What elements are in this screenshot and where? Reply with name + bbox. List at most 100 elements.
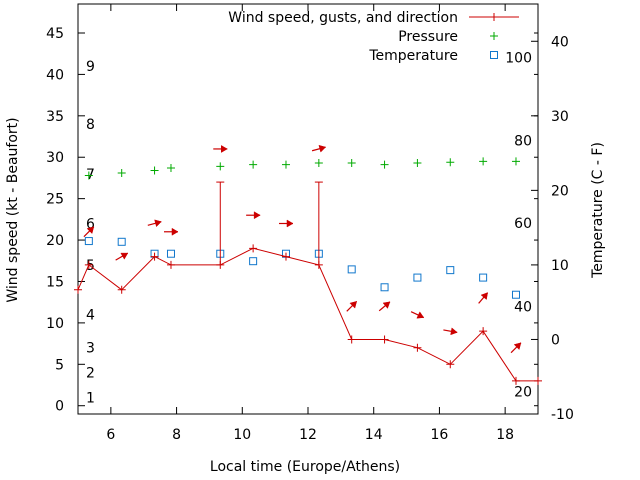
wind-speed-point (74, 285, 82, 294)
wind-speed-point (534, 376, 542, 385)
arrow-head (120, 252, 129, 260)
y-tick-label: 30 (46, 150, 64, 166)
wind-speed-point (117, 285, 126, 294)
wind-speed-point (413, 343, 422, 352)
pressure-point (314, 159, 323, 168)
beaufort-label: 8 (86, 117, 95, 133)
pressure-point (249, 160, 258, 169)
legend-label: Temperature (368, 48, 458, 64)
pressure-point (446, 158, 455, 167)
x-tick-label: 10 (233, 427, 251, 443)
arrow-head (382, 301, 391, 309)
y-tick-label: 10 (46, 316, 64, 332)
legend-swatch-square (490, 51, 498, 59)
pressure-point (380, 160, 389, 169)
arrow-head (513, 342, 522, 350)
y-axis-label: Wind speed (kt - Beaufort) (5, 117, 21, 302)
pressure-point (216, 162, 225, 171)
y-tick-label: 35 (46, 109, 64, 125)
arrow-head (349, 301, 358, 309)
arrow-head (253, 211, 261, 220)
pressure-point (84, 171, 93, 180)
wind-direction-arrow (213, 145, 228, 153)
wind-direction-arrow (510, 342, 522, 354)
temperature-point (249, 257, 258, 266)
wind-speed-point (150, 252, 159, 261)
wind-direction-arrow (443, 327, 458, 336)
legend-swatch-plus (490, 13, 498, 21)
fahrenheit-label: 40 (514, 300, 532, 316)
arrow-head (221, 145, 228, 153)
wind-speed-line (77, 247, 538, 382)
temperature-point (347, 265, 356, 274)
pressure-point (281, 160, 290, 169)
wind-speed-point (446, 360, 455, 369)
temperature-point (479, 273, 488, 282)
y2-axis-label: Temperature (C - F) (590, 142, 606, 279)
wind-direction-arrow (147, 219, 162, 228)
wind-speed-point (84, 260, 93, 269)
wind-direction-arrow (83, 226, 95, 238)
arrow-head (318, 144, 327, 153)
pressure-point (166, 164, 175, 172)
pressure-point (479, 157, 488, 166)
plot-frame (77, 3, 539, 415)
wind-direction-arrow (163, 227, 179, 236)
arrow-head (154, 219, 162, 228)
legend-swatch-plus (490, 32, 498, 40)
pressure-point (511, 157, 520, 166)
wind-direction-arrow (278, 219, 294, 228)
y2-tick-label: 20 (551, 183, 569, 199)
pressure-point (413, 159, 422, 168)
legend-label: Pressure (398, 29, 458, 45)
legend: Wind speed, gusts, and direction Pressure… (228, 10, 519, 64)
wind-direction-arrow (311, 144, 327, 153)
x-tick-label: 8 (172, 427, 181, 443)
arrow-head (450, 327, 458, 336)
x-tick-label: 18 (496, 427, 514, 443)
temperature-point (413, 273, 422, 282)
wind-direction-arrow (346, 300, 358, 312)
y2-tick-label: 10 (551, 258, 569, 274)
right-axis-ticks: -10 0 10 20 30 40 (531, 34, 574, 423)
plot-frame-group (77, 3, 539, 415)
wind-speed-point (166, 260, 175, 269)
y2-tick-label: 40 (551, 34, 569, 50)
temperature-point (511, 290, 520, 299)
wind-speed-point (380, 335, 389, 344)
wind-direction-arrow (246, 211, 261, 220)
beaufort-label: 9 (86, 59, 95, 75)
fahrenheit-label: 80 (514, 133, 532, 149)
beaufort-label: 1 (86, 390, 95, 406)
x-tick-label: 14 (365, 427, 383, 443)
wind-direction-arrow (478, 292, 489, 304)
beaufort-label: 2 (86, 366, 95, 382)
temperature-point (166, 249, 175, 258)
y-tick-label: 45 (46, 26, 64, 42)
beaufort-label: 6 (86, 216, 95, 232)
wind-direction-arrow (115, 252, 129, 261)
arrow-head (86, 226, 95, 235)
wind-speed-point (249, 244, 258, 253)
temperature-point (446, 266, 455, 275)
arrow-head (286, 219, 294, 228)
wind-direction-arrow (378, 301, 391, 312)
temperature-point (84, 237, 93, 246)
fahrenheit-label: 100 (505, 51, 532, 67)
y2-tick-label: 0 (551, 332, 560, 348)
x-tick-label: 16 (431, 427, 449, 443)
y-tick-label: 20 (46, 233, 64, 249)
pressure-point (347, 159, 356, 168)
y-tick-label: 5 (55, 357, 64, 373)
beaufort-label: 4 (86, 308, 95, 324)
x-tick-label: 6 (106, 427, 115, 443)
x-axis-ticks: 6 8 10 12 14 16 18 (106, 4, 514, 443)
beaufort-label: 3 (86, 341, 95, 357)
y2-tick-label: -10 (551, 407, 574, 423)
wind-direction-arrow (410, 311, 425, 319)
pressure-point (117, 168, 126, 177)
y-tick-label: 40 (46, 67, 64, 83)
y2-tick-label: 30 (551, 109, 569, 125)
wind-speed-point (347, 335, 356, 344)
